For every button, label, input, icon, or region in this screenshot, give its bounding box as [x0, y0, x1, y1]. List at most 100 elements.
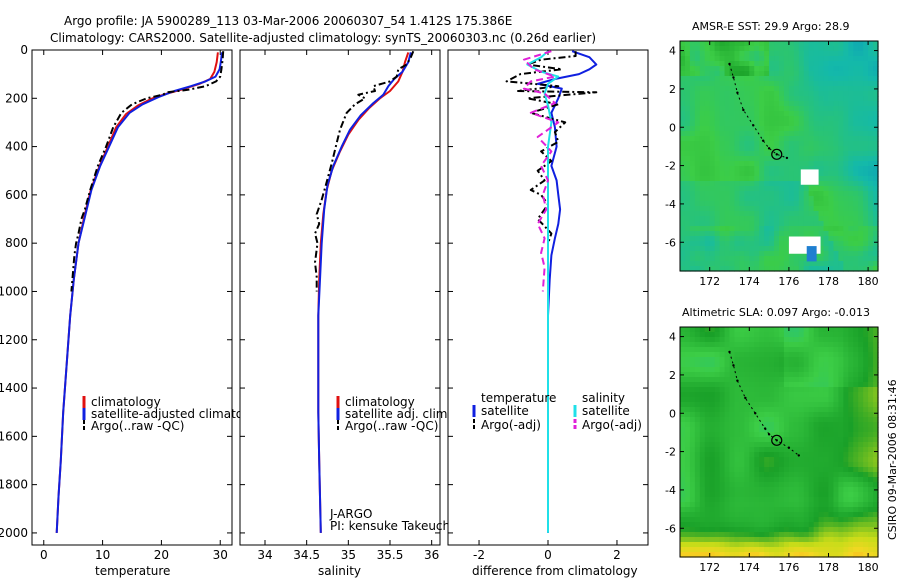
field-cell — [680, 246, 686, 252]
field-cell — [808, 502, 815, 508]
field-cell — [709, 502, 716, 508]
field-cell — [863, 266, 869, 272]
field-cell — [803, 116, 810, 122]
field-cell — [754, 447, 760, 453]
field-cell — [813, 387, 820, 393]
field-cell — [749, 332, 755, 338]
field-cell — [828, 342, 835, 348]
field-cell — [704, 427, 711, 433]
field-cell — [764, 392, 770, 398]
field-cell — [783, 146, 790, 152]
field-cell — [680, 462, 686, 468]
field-cell — [868, 347, 874, 353]
field-cell — [684, 91, 691, 97]
field-cell — [684, 477, 691, 483]
field-cell — [798, 477, 805, 483]
field-cell — [818, 327, 825, 333]
field-cell — [873, 216, 879, 222]
field-cell — [689, 46, 696, 52]
field-cell — [680, 141, 686, 147]
field-cell — [774, 457, 780, 463]
field-cell — [774, 332, 780, 338]
track-point — [761, 139, 765, 142]
field-cell — [680, 56, 686, 62]
field-cell — [803, 452, 810, 458]
field-cell — [783, 106, 790, 112]
field-cell — [788, 542, 795, 548]
field-cell — [769, 347, 775, 353]
field-cell — [808, 41, 815, 47]
field-cell — [769, 66, 775, 72]
field-cell — [853, 552, 859, 558]
field-cell — [823, 256, 830, 262]
field-cell — [769, 372, 775, 378]
field-cell — [823, 447, 830, 453]
field-cell — [719, 427, 726, 433]
field-cell — [739, 497, 745, 503]
field-cell — [858, 236, 864, 242]
field-cell — [680, 507, 686, 513]
field-cell — [694, 442, 701, 448]
field-cell — [803, 507, 810, 513]
field-cell — [868, 166, 874, 172]
field-cell — [823, 121, 830, 127]
field-cell — [709, 251, 716, 257]
field-cell — [759, 131, 765, 137]
field-cell — [764, 191, 770, 197]
field-cell — [818, 171, 825, 177]
field-cell — [843, 372, 849, 378]
field-cell — [734, 51, 740, 57]
field-cell — [694, 387, 701, 393]
field-cell — [709, 191, 716, 197]
field-cell — [808, 497, 815, 503]
field-cell — [813, 226, 820, 232]
field-cell — [759, 166, 765, 172]
field-cell — [853, 191, 859, 197]
field-cell — [714, 136, 721, 142]
field-cell — [818, 211, 825, 217]
field-cell — [680, 517, 686, 523]
field-cell — [863, 402, 869, 408]
field-cell — [719, 171, 726, 177]
field-cell — [739, 136, 745, 142]
field-cell — [764, 457, 770, 463]
field-cell — [868, 552, 874, 558]
legend-temp-argo-label: Argo(-adj) — [481, 418, 541, 432]
field-cell — [848, 206, 854, 212]
field-cell — [868, 332, 874, 338]
field-cell — [729, 66, 736, 72]
field-cell — [729, 502, 736, 508]
field-cell — [749, 337, 755, 343]
field-cell — [734, 347, 740, 353]
field-cell — [853, 206, 859, 212]
field-cell — [749, 412, 755, 418]
field-cell — [739, 231, 745, 237]
field-cell — [759, 261, 765, 267]
field-cell — [843, 86, 849, 92]
field-cell — [729, 512, 736, 518]
field-cell — [689, 387, 696, 393]
field-cell — [828, 447, 835, 453]
field-cell — [754, 522, 760, 528]
field-cell — [858, 76, 864, 82]
field-cell — [739, 427, 745, 433]
field-cell — [798, 362, 805, 368]
field-cell — [828, 181, 835, 187]
track-point — [763, 427, 767, 430]
field-cell — [684, 76, 691, 82]
field-cell — [759, 347, 765, 353]
field-cell — [764, 106, 770, 112]
field-cell — [769, 512, 775, 518]
field-cell — [769, 362, 775, 368]
field-cell — [749, 357, 755, 363]
field-cell — [680, 116, 686, 122]
field-cell — [863, 447, 869, 453]
field-cell — [848, 141, 854, 147]
field-cell — [779, 171, 785, 177]
field-cell — [759, 342, 765, 348]
field-cell — [754, 71, 760, 77]
track-point — [742, 108, 745, 112]
field-cell — [699, 547, 706, 553]
field-cell — [719, 176, 726, 182]
